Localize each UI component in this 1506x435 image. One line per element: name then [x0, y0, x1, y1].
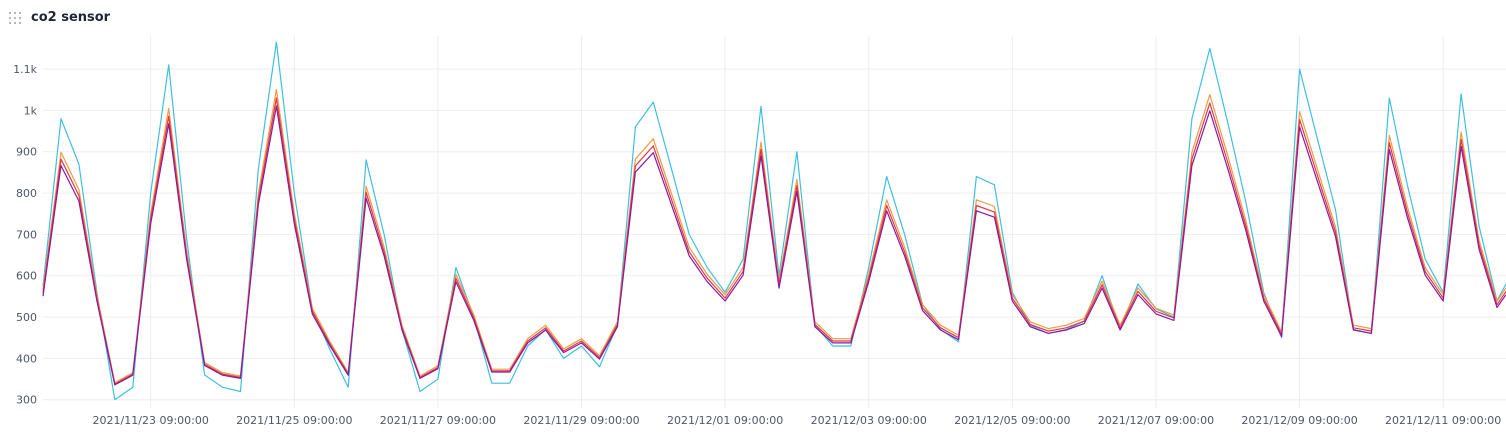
x-tick-label: 2021/11/23 09:00:00 [93, 414, 209, 427]
x-tick-label: 2021/11/29 09:00:00 [523, 414, 639, 427]
y-tick-label: 600 [16, 270, 37, 283]
panel-title: co2 sensor [31, 10, 111, 25]
x-tick-label: 2021/12/03 09:00:00 [811, 414, 927, 427]
series-line-cyan [42, 41, 1506, 401]
y-tick-label: 900 [16, 146, 37, 159]
drag-handle-icon[interactable] [9, 12, 21, 24]
series-line-purple [42, 105, 1506, 386]
y-tick-label: 400 [16, 352, 37, 365]
x-tick-label: 2021/11/27 09:00:00 [380, 414, 496, 427]
x-tick-label: 2021/12/07 09:00:00 [1098, 414, 1214, 427]
x-tick-label: 2021/12/11 09:00:00 [1385, 414, 1501, 427]
x-axis-labels: 2021/11/23 09:00:00 2021/11/25 09:00:00 20… [93, 414, 1502, 427]
y-axis-labels: 300 400 500 600 700 800 900 1k 1.1k [13, 63, 37, 407]
y-tick-label: 500 [16, 311, 37, 324]
x-tick-label: 2021/12/01 09:00:00 [667, 414, 783, 427]
x-tick-label: 2021/11/25 09:00:00 [236, 414, 352, 427]
y-tick-label: 300 [16, 394, 37, 407]
y-tick-label: 700 [16, 228, 37, 241]
x-tick-label: 2021/12/09 09:00:00 [1241, 414, 1357, 427]
panel-header: co2 sensor [0, 0, 1506, 36]
y-tick-label: 800 [16, 187, 37, 200]
y-tick-label: 1.1k [13, 63, 37, 76]
chart-series [42, 41, 1506, 401]
chart-grid [43, 36, 1506, 408]
y-tick-label: 1k [24, 104, 38, 117]
x-tick-label: 2021/12/05 09:00:00 [954, 414, 1070, 427]
